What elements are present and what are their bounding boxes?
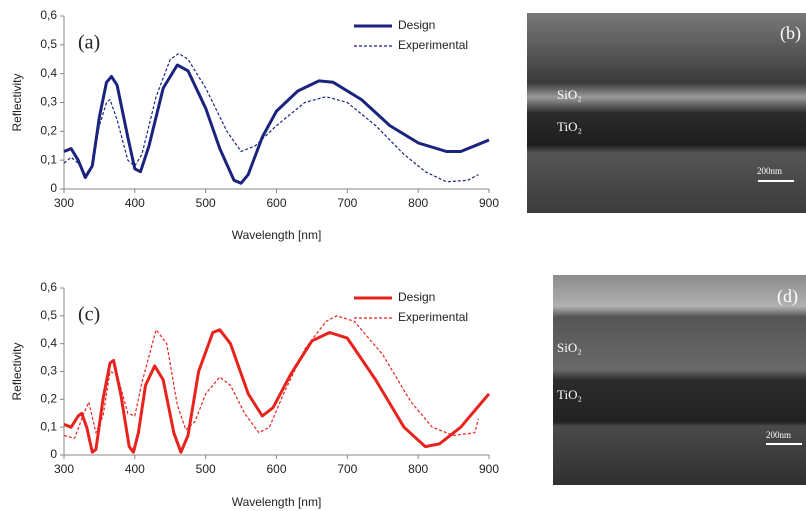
image [553,275,806,485]
sem-image-b: (b) SiO₂ TiO₂ 200nm [527,13,806,213]
y-tick-label: 0,5 [40,37,57,51]
panel-label: (c) [78,304,100,326]
layer-label: TiO₂ [557,387,582,402]
y-tick-label: 0,5 [40,308,57,322]
x-tick-label: 900 [479,196,499,210]
x-tick-label: 300 [54,196,74,210]
data-line [63,328,491,454]
x-tick-label: 800 [408,462,428,476]
x-tick-label: 500 [196,196,216,210]
x-tick-label: 700 [337,196,357,210]
x-tick-label: 400 [125,196,145,210]
y-tick-label: 0,2 [40,392,57,406]
scale-label: 200nm [757,166,782,176]
x-axis-label: Wavelength [nm] [232,495,322,509]
x-axis-label: Wavelength [nm] [232,228,322,242]
x-tick-label: 600 [266,196,286,210]
layer-label: SiO₂ [557,340,582,355]
layer-label: TiO₂ [557,119,582,134]
image [527,13,806,213]
x-tick-label: 700 [337,462,357,476]
data-line [63,315,479,439]
y-tick-label: 0,4 [40,336,57,350]
y-tick-label: 0,2 [40,124,57,138]
image-label: (b) [780,23,801,44]
x-tick-label: 800 [408,196,428,210]
scale-label: 200nm [766,430,791,440]
x-tick-label: 500 [196,462,216,476]
legend-label: Experimental [398,38,468,52]
y-tick-label: 0,1 [40,419,57,433]
legend-label: Design [398,18,435,32]
chart: 0 0,1 0,2 0,3 0,4 0,5 0,6 300 400 500 600 700 800 900… [10,280,499,509]
y-axis-label: Reflectivity [10,342,24,400]
legend-label: Design [398,290,435,304]
image-label: (d) [777,286,798,307]
layer-label: SiO₂ [557,87,582,102]
y-tick-label: 0,4 [40,66,57,80]
data-line [63,63,490,185]
x-tick-label: 300 [54,462,74,476]
chart: 0 0,1 0,2 0,3 0,4 0,5 0,6 300 400 500 600 700 800 900… [10,8,499,242]
y-tick-label: 0 [50,447,57,461]
x-tick-label: 400 [125,462,145,476]
y-tick-label: 0,6 [40,8,57,22]
y-tick-label: 0,3 [40,95,57,109]
panel-label: (a) [78,32,100,54]
y-tick-label: 0,3 [40,364,57,378]
legend-label: Experimental [398,310,468,324]
y-tick-label: 0,6 [40,280,57,294]
y-tick-label: 0 [50,181,57,195]
y-axis-label: Reflectivity [10,73,24,131]
sem-image-d: (d) SiO₂ TiO₂ 200nm [553,275,806,485]
y-tick-label: 0,1 [40,152,57,166]
x-tick-label: 900 [479,462,499,476]
data-line [63,52,479,183]
x-tick-label: 600 [266,462,286,476]
